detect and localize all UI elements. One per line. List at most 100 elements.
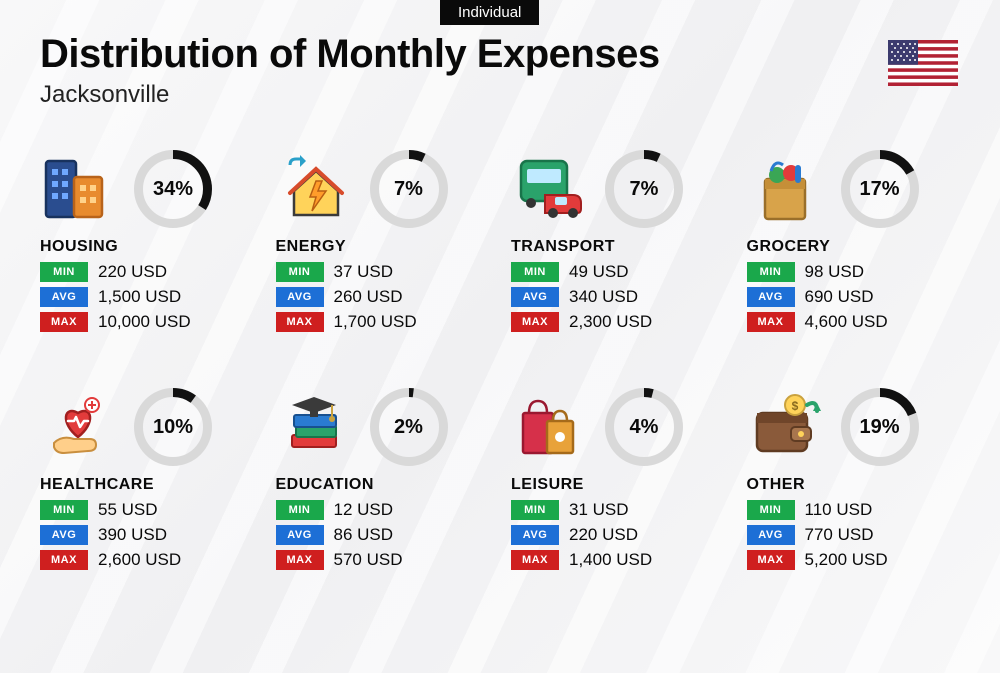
min-value: 12 USD xyxy=(334,500,394,520)
avg-value: 1,500 USD xyxy=(98,287,181,307)
page-title: Distribution of Monthly Expenses xyxy=(40,32,960,77)
grad-books-icon xyxy=(276,389,352,465)
max-value: 570 USD xyxy=(334,550,403,570)
avg-badge: AVG xyxy=(40,287,88,307)
avg-value: 690 USD xyxy=(805,287,874,307)
donut-label: 17% xyxy=(841,150,919,228)
min-value: 37 USD xyxy=(334,262,394,282)
avg-value: 260 USD xyxy=(334,287,403,307)
max-badge: MAX xyxy=(40,312,88,332)
category-name: HOUSING xyxy=(40,238,254,256)
header: Distribution of Monthly Expenses Jackson… xyxy=(40,32,960,109)
max-badge: MAX xyxy=(747,312,795,332)
avg-badge: AVG xyxy=(40,525,88,545)
max-badge: MAX xyxy=(276,312,324,332)
min-badge: MIN xyxy=(511,500,559,520)
max-value: 2,600 USD xyxy=(98,550,181,570)
card-transport: 7% TRANSPORT MIN 49 USD AVG 340 USD MAX … xyxy=(511,150,725,332)
min-value: 55 USD xyxy=(98,500,158,520)
category-name: GROCERY xyxy=(747,238,961,256)
donut-label: 34% xyxy=(134,150,212,228)
stats: MIN 55 USD AVG 390 USD MAX 2,600 USD xyxy=(40,500,254,570)
max-value: 4,600 USD xyxy=(805,312,888,332)
donut-healthcare: 10% xyxy=(134,388,212,466)
stats: MIN 37 USD AVG 260 USD MAX 1,700 USD xyxy=(276,262,490,332)
donut-label: 7% xyxy=(370,150,448,228)
avg-value: 220 USD xyxy=(569,525,638,545)
category-name: EDUCATION xyxy=(276,476,490,494)
donut-housing: 34% xyxy=(134,150,212,228)
heart-hand-icon xyxy=(40,389,116,465)
min-badge: MIN xyxy=(40,500,88,520)
avg-value: 390 USD xyxy=(98,525,167,545)
donut-other: 19% xyxy=(841,388,919,466)
bus-car-icon xyxy=(511,151,587,227)
donut-label: 19% xyxy=(841,388,919,466)
card-healthcare: 10% HEALTHCARE MIN 55 USD AVG 390 USD MA… xyxy=(40,388,254,570)
donut-label: 2% xyxy=(370,388,448,466)
donut-energy: 7% xyxy=(370,150,448,228)
shopping-bags-icon xyxy=(511,389,587,465)
wallet-icon: $ xyxy=(747,389,823,465)
min-value: 110 USD xyxy=(805,500,873,520)
max-badge: MAX xyxy=(276,550,324,570)
min-badge: MIN xyxy=(747,500,795,520)
card-energy: 7% ENERGY MIN 37 USD AVG 260 USD MAX 1,7… xyxy=(276,150,490,332)
avg-badge: AVG xyxy=(276,287,324,307)
donut-transport: 7% xyxy=(605,150,683,228)
avg-badge: AVG xyxy=(747,525,795,545)
card-other: $ 19% OTHER MIN 110 USD AVG 770 USD MAX xyxy=(747,388,961,570)
avg-value: 770 USD xyxy=(805,525,874,545)
max-value: 1,700 USD xyxy=(334,312,417,332)
category-name: ENERGY xyxy=(276,238,490,256)
avg-value: 86 USD xyxy=(334,525,394,545)
grocery-bag-icon xyxy=(747,151,823,227)
min-value: 220 USD xyxy=(98,262,167,282)
stats: MIN 31 USD AVG 220 USD MAX 1,400 USD xyxy=(511,500,725,570)
avg-value: 340 USD xyxy=(569,287,638,307)
avg-badge: AVG xyxy=(511,287,559,307)
donut-grocery: 17% xyxy=(841,150,919,228)
min-badge: MIN xyxy=(511,262,559,282)
min-badge: MIN xyxy=(40,262,88,282)
us-flag-icon xyxy=(888,40,958,86)
avg-badge: AVG xyxy=(511,525,559,545)
stats: MIN 110 USD AVG 770 USD MAX 5,200 USD xyxy=(747,500,961,570)
buildings-icon xyxy=(40,151,116,227)
min-value: 49 USD xyxy=(569,262,629,282)
stats: MIN 12 USD AVG 86 USD MAX 570 USD xyxy=(276,500,490,570)
donut-label: 4% xyxy=(605,388,683,466)
card-housing: 34% HOUSING MIN 220 USD AVG 1,500 USD MA… xyxy=(40,150,254,332)
max-value: 5,200 USD xyxy=(805,550,888,570)
donut-education: 2% xyxy=(370,388,448,466)
min-badge: MIN xyxy=(747,262,795,282)
donut-label: 7% xyxy=(605,150,683,228)
avg-badge: AVG xyxy=(276,525,324,545)
card-grocery: 17% GROCERY MIN 98 USD AVG 690 USD MAX 4… xyxy=(747,150,961,332)
donut-label: 10% xyxy=(134,388,212,466)
stats: MIN 98 USD AVG 690 USD MAX 4,600 USD xyxy=(747,262,961,332)
max-badge: MAX xyxy=(511,550,559,570)
max-value: 10,000 USD xyxy=(98,312,191,332)
min-value: 98 USD xyxy=(805,262,865,282)
tag-individual: Individual xyxy=(440,0,539,25)
min-value: 31 USD xyxy=(569,500,629,520)
min-badge: MIN xyxy=(276,500,324,520)
max-badge: MAX xyxy=(40,550,88,570)
category-name: HEALTHCARE xyxy=(40,476,254,494)
card-leisure: 4% LEISURE MIN 31 USD AVG 220 USD MAX 1,… xyxy=(511,388,725,570)
donut-leisure: 4% xyxy=(605,388,683,466)
categories-grid: 34% HOUSING MIN 220 USD AVG 1,500 USD MA… xyxy=(40,150,960,570)
card-education: 2% EDUCATION MIN 12 USD AVG 86 USD MAX 5… xyxy=(276,388,490,570)
page-subtitle: Jacksonville xyxy=(40,81,960,109)
energy-house-icon xyxy=(276,151,352,227)
category-name: TRANSPORT xyxy=(511,238,725,256)
max-badge: MAX xyxy=(511,312,559,332)
stats: MIN 49 USD AVG 340 USD MAX 2,300 USD xyxy=(511,262,725,332)
min-badge: MIN xyxy=(276,262,324,282)
max-badge: MAX xyxy=(747,550,795,570)
category-name: OTHER xyxy=(747,476,961,494)
max-value: 2,300 USD xyxy=(569,312,652,332)
avg-badge: AVG xyxy=(747,287,795,307)
max-value: 1,400 USD xyxy=(569,550,652,570)
